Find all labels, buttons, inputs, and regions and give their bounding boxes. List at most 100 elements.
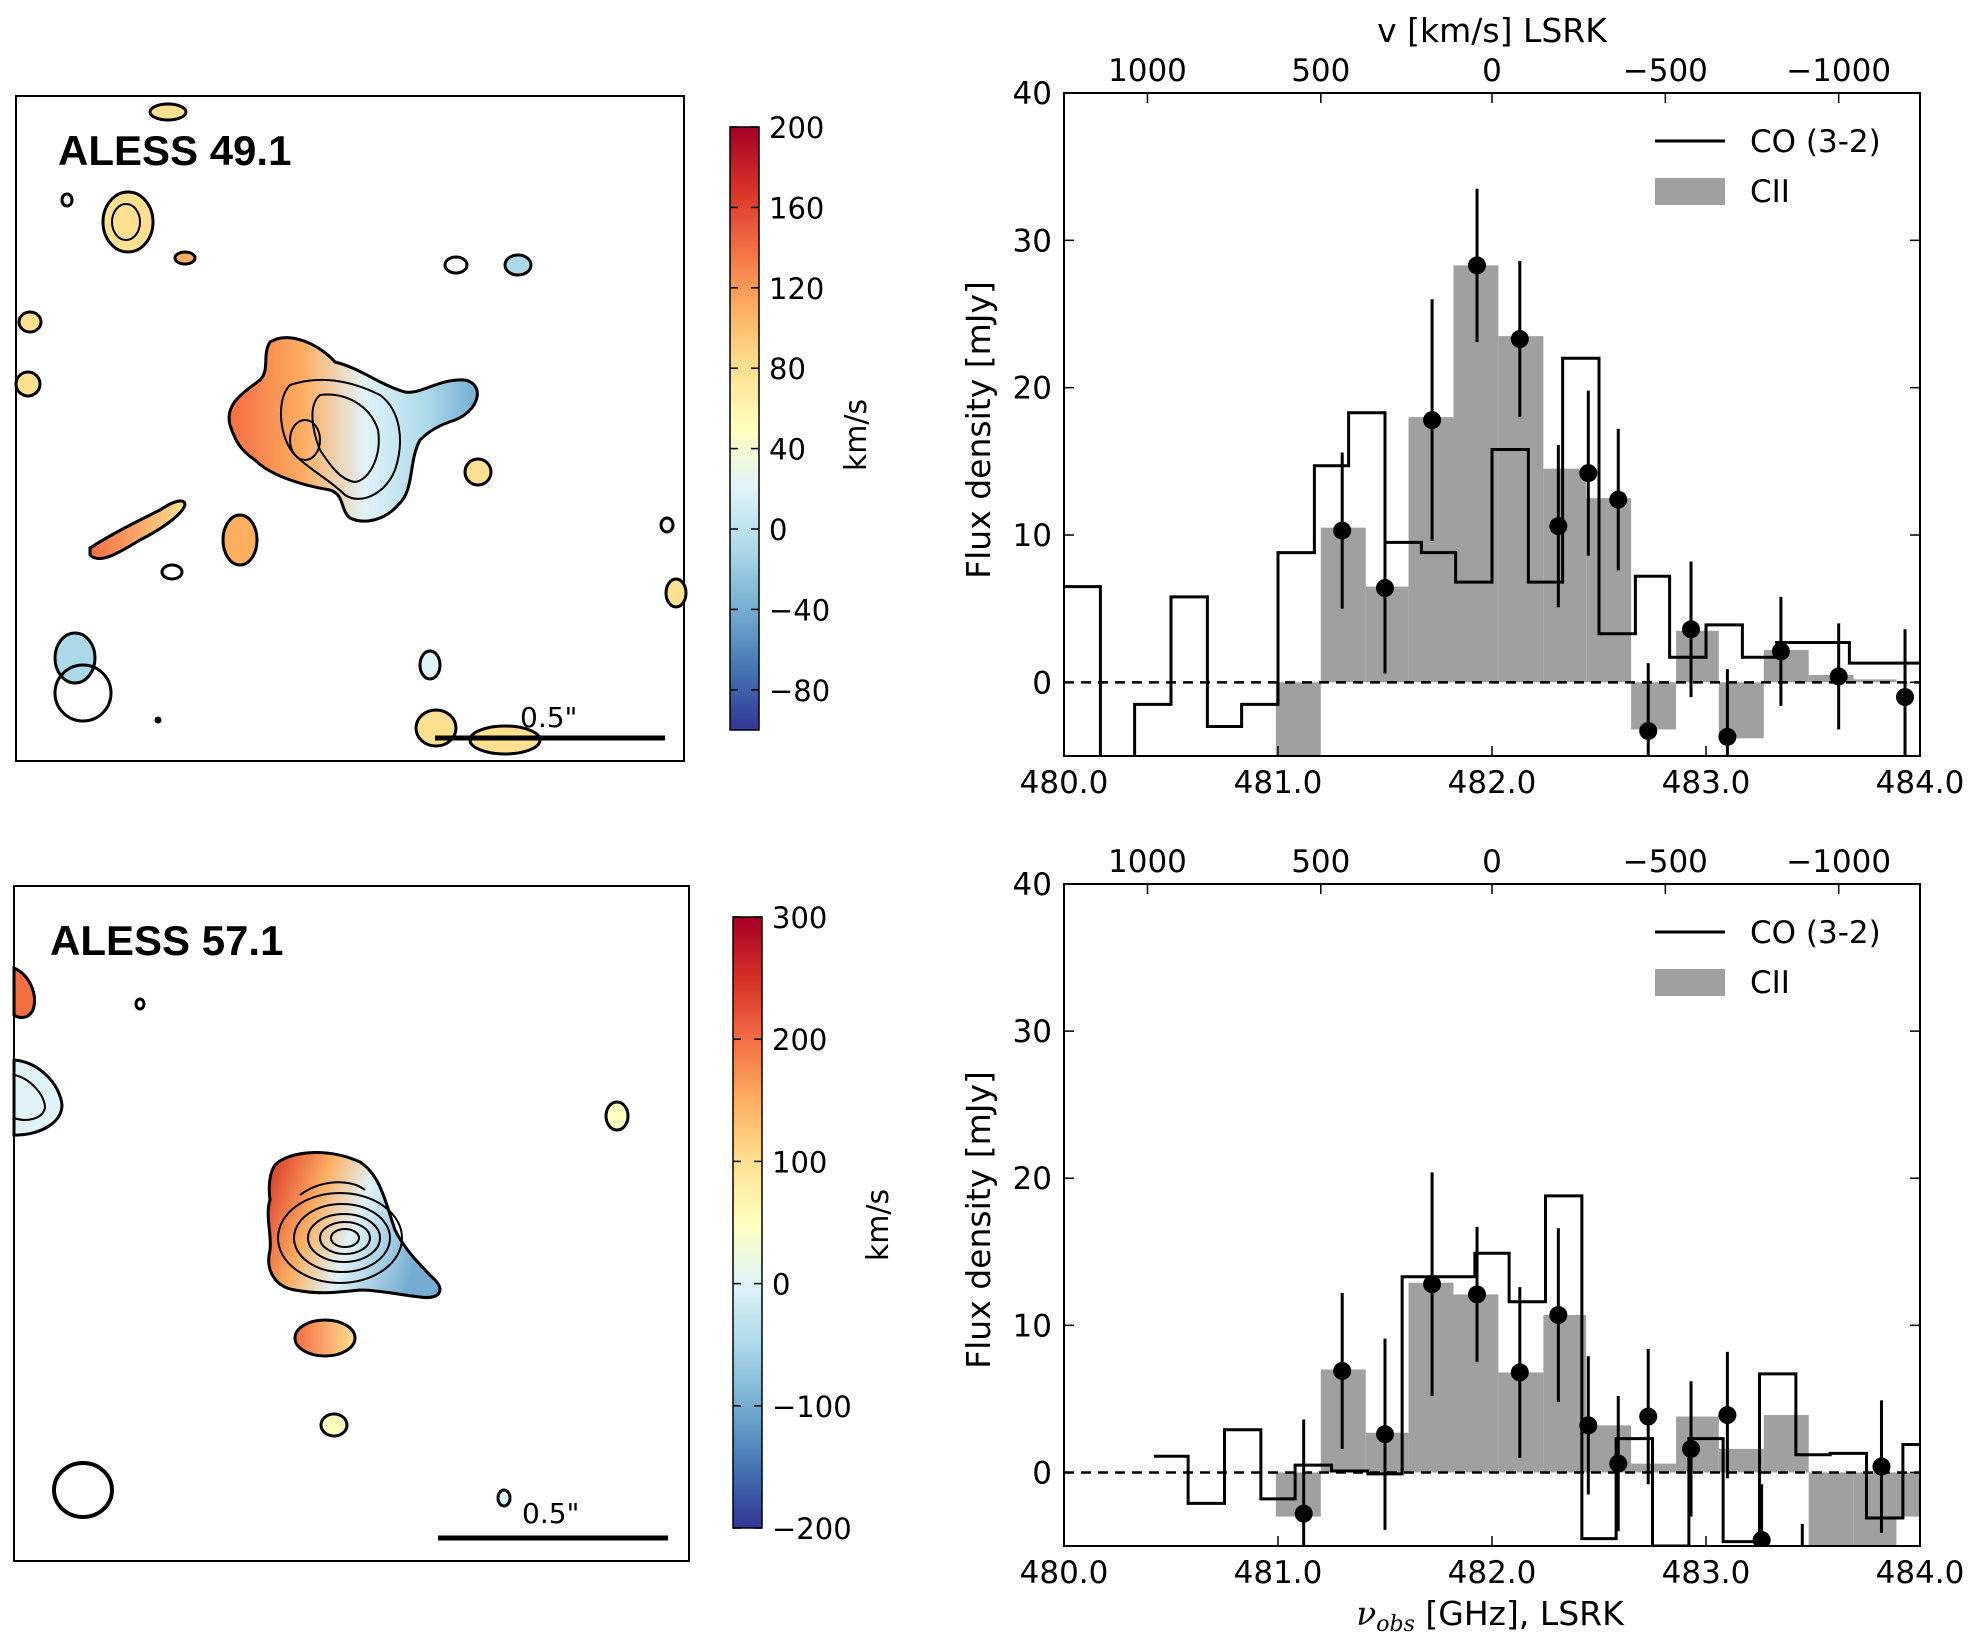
inner-contour-2 [311,393,380,484]
cii-bar [1718,1448,1764,1473]
x-tick-label: 484.0 [1876,1555,1965,1591]
colorbar-tick-label: 160 [769,191,824,225]
inner-contour-3 [307,1213,381,1263]
blob-small-8 [221,513,259,567]
cii-bar [1808,1472,1854,1546]
top-tick-label: 1000 [1108,53,1187,89]
colorbar-tick-label: −200 [772,1512,852,1546]
colorbar-label: km/s [839,399,874,471]
colorbar-ticks: 300 200 100 0 −100 −200 [733,901,852,1546]
top-tick-label: 500 [1291,844,1350,880]
co-step-line [1064,356,1920,756]
x-tick-label: 482.0 [1448,765,1537,801]
blob-small-5 [443,255,469,275]
blob-edge-2-inner [13,1074,47,1121]
top-tick-label: 500 [1291,53,1350,89]
data-point [1468,1285,1487,1304]
y-tick-label: 40 [1013,867,1052,903]
y-tick-label: 30 [1013,223,1052,259]
colorbar-tick-label: 100 [772,1145,827,1179]
blob-below [293,1318,357,1358]
data-point [1549,1306,1568,1325]
blob-small-9 [160,563,184,581]
xlabel-symbol: ν [1356,1594,1376,1633]
data-point [1609,1454,1628,1473]
blob-small-4 [496,1488,512,1508]
y-tick-label: 40 [1013,76,1052,112]
top-axis-label: v [km/s] LSRK [1377,11,1608,50]
x-tick-label: 482.0 [1448,1555,1537,1591]
blob-small-3 [17,310,43,334]
colorbar-tick-label: 120 [769,272,824,306]
x-tick-label: 480.0 [1020,1555,1109,1591]
scalebar-label: 0.5" [520,701,577,734]
spectrum-panel-1: 0 10 20 30 40 480.0 481.0 482.0 483.0 484.0 1000 50… [1013,53,1965,801]
y-tick-label: 20 [1013,1161,1052,1197]
blob-small-2 [134,997,146,1011]
legend-cii-label: CII [1750,174,1790,210]
cii-bar [1896,1472,1920,1517]
data-point [1718,1406,1737,1425]
data-point [1639,721,1658,740]
legend-co-label: CO (3-2) [1750,124,1881,160]
data-point [1579,1416,1598,1435]
inner-contour-6 [299,1181,366,1196]
x-tick-label: 481.0 [1234,1555,1323,1591]
top-tick-label: −500 [1623,53,1708,89]
plot-area [1064,1172,1920,1599]
map-title: ALESS 57.1 [50,917,283,964]
data-point [1609,490,1628,509]
colorbar-tick-label: 300 [772,901,827,935]
top-tick-label: 1000 [1108,844,1187,880]
x-tick-label: 483.0 [1662,765,1751,801]
data-point [1639,1407,1658,1426]
data-point [1579,464,1598,483]
cii-bar [1631,682,1677,730]
blob-small-2 [60,192,74,208]
colorbar-label: km/s [861,1189,896,1261]
blob-edge-1 [12,965,36,1019]
colorbar-tick-label: −40 [769,593,830,627]
inner-contour-5 [330,1228,360,1248]
colorbar-tick-label: −80 [769,674,830,708]
y-tick-label: 10 [1013,518,1052,554]
blob-small-12 [418,649,442,681]
cii-bar [1543,468,1587,683]
beam-ellipse [53,663,113,723]
data-point [1376,1425,1394,1444]
x-tick-label: 483.0 [1662,1555,1751,1591]
data-point [1333,1361,1352,1380]
blob-small-7 [463,457,493,487]
blob-small-1 [319,1412,349,1438]
y-tick-label: 20 [1013,371,1052,407]
x-tick-label: 484.0 [1876,765,1965,801]
top-tick-label: −500 [1623,844,1708,880]
xlabel-rest: [GHz], LSRK [1415,1594,1625,1633]
blob-small-1 [173,250,197,266]
data-point [1423,411,1442,430]
main-source-blob [227,336,479,523]
data-point [1682,1439,1701,1458]
colorbar-tick-label: 0 [772,1268,790,1302]
blob-small-13 [414,708,458,748]
blob-small-15 [148,102,188,122]
elongated-blob [88,499,187,561]
cii-bar [1365,586,1409,683]
inner-contour-3 [289,419,321,461]
map-panel-aless-49-1: ALESS 49.1 [14,95,874,762]
top-tick-label: −1000 [1786,53,1891,89]
scalebar-label: 0.5" [522,1497,579,1530]
data-point [1423,1275,1442,1294]
data-point [1294,1504,1313,1523]
colorbar-tick-label: 200 [772,1023,827,1057]
data-point [1752,1531,1771,1546]
top-tick-label: 0 [1482,844,1502,880]
data-point [1896,688,1915,707]
data-point [1718,727,1737,746]
data-point [1793,1581,1811,1599]
y-tick-label: 10 [1013,1308,1052,1344]
cii-bar [1763,1415,1809,1473]
xlabel-subscript: obs [1376,1612,1415,1637]
x-tick-label: 481.0 [1234,765,1323,801]
velocity-contours [12,965,668,1541]
